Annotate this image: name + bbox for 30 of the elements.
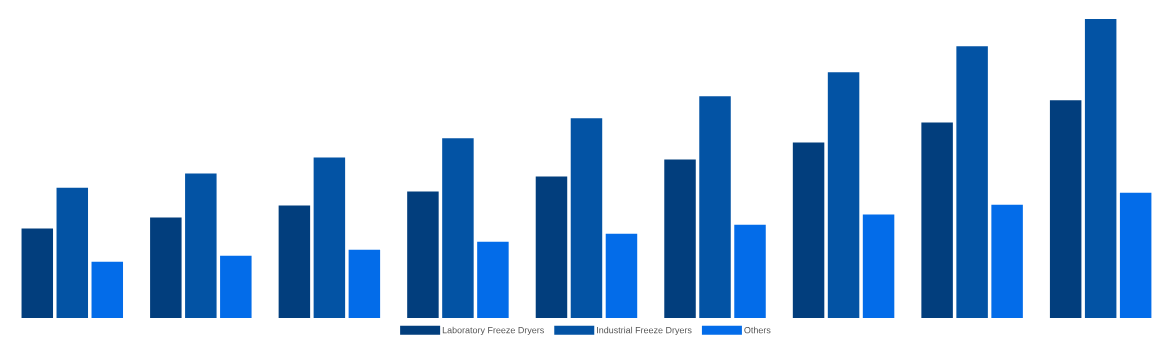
legend-label: Laboratory Freeze Dryers [442, 326, 544, 336]
bar [477, 241, 509, 318]
bar [605, 233, 638, 318]
bar [21, 228, 54, 318]
bar [442, 138, 474, 318]
bar [56, 187, 89, 318]
bar [734, 224, 766, 318]
bar [956, 46, 988, 318]
bar [792, 142, 825, 318]
bar [862, 214, 895, 318]
bar [991, 204, 1023, 318]
bar [91, 261, 124, 318]
bar [570, 118, 603, 318]
bar [664, 159, 696, 318]
bar [921, 122, 953, 318]
bar [185, 173, 217, 318]
bar [313, 157, 346, 318]
bar [1119, 192, 1152, 318]
bar [220, 255, 252, 318]
bar [535, 176, 568, 318]
bar [150, 217, 182, 318]
legend-label: Industrial Freeze Dryers [597, 326, 692, 336]
bar [699, 96, 731, 318]
bar [1084, 18, 1117, 318]
bar [348, 249, 381, 318]
bar [1049, 100, 1082, 318]
legend-label: Others [744, 326, 771, 334]
bar [827, 72, 860, 318]
bar [407, 191, 439, 318]
bar [278, 205, 311, 318]
